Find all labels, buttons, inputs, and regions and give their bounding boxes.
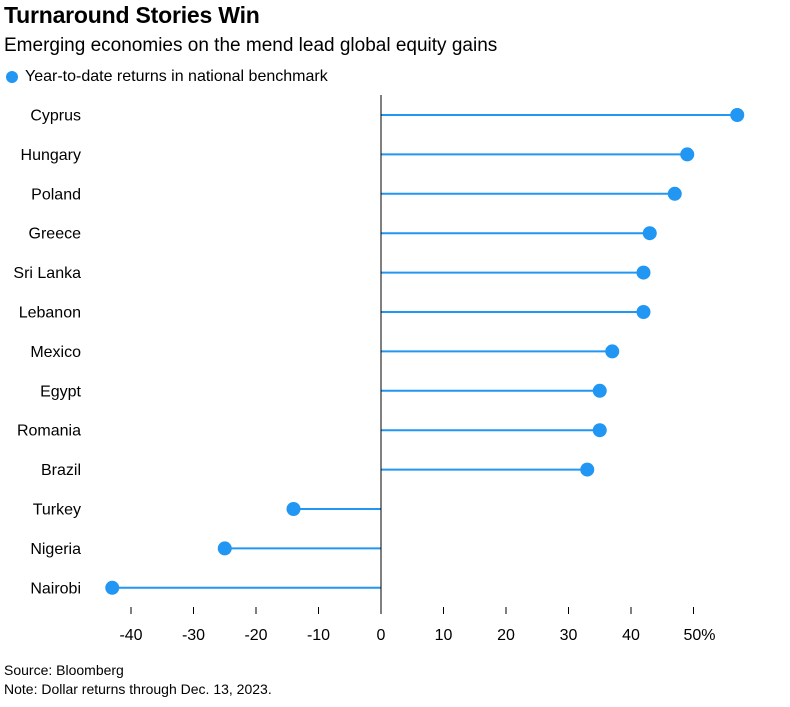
chart-title: Turnaround Stories Win (4, 2, 260, 28)
category-label: Cyprus (30, 108, 81, 125)
source-note: Source: Bloomberg (4, 662, 124, 678)
lollipop-point (680, 147, 695, 162)
lollipop-point (667, 186, 682, 201)
category-label: Nairobi (30, 580, 81, 597)
lollipop-point (605, 344, 620, 359)
category-label: Poland (31, 186, 81, 203)
lollipop-point (636, 265, 651, 280)
lollipop-point (286, 502, 301, 516)
legend-marker (6, 71, 18, 83)
category-label: Hungary (21, 147, 81, 164)
x-tick-label: -40 (119, 627, 142, 644)
x-tick-label: 20 (497, 627, 515, 644)
lollipop-point (105, 580, 120, 595)
category-label: Sri Lanka (13, 265, 81, 282)
x-tick-label: -10 (307, 627, 330, 644)
lollipop-point (592, 423, 607, 438)
lollipop-point (592, 383, 607, 398)
lollipop-point (580, 462, 595, 477)
legend-label: Year-to-date returns in national benchma… (25, 68, 328, 85)
footnote: Note: Dollar returns through Dec. 13, 20… (4, 681, 272, 697)
legend: Year-to-date returns in national benchma… (6, 68, 328, 86)
lollipop-point (636, 305, 651, 319)
x-tick-label: 50% (684, 627, 716, 644)
category-label: Brazil (41, 462, 81, 479)
chart-subtitle: Emerging economies on the mend lead glob… (4, 35, 498, 56)
lollipop-point (730, 108, 745, 122)
category-label: Turkey (33, 502, 81, 519)
category-label: Romania (17, 423, 81, 440)
lollipop-chart: Cyprus Hungary Poland Greece Sri Lanka Lebano… (13, 95, 745, 644)
lollipop-point (217, 541, 232, 556)
x-tick-label: -20 (244, 627, 267, 644)
category-label: Mexico (30, 344, 81, 361)
x-tick-label: 10 (435, 627, 453, 644)
x-tick-label: 40 (622, 627, 640, 644)
category-label: Lebanon (19, 305, 81, 322)
lollipop-point (642, 226, 657, 241)
x-tick-label: 30 (560, 627, 578, 644)
x-tick-label: 0 (377, 627, 386, 644)
category-label: Greece (29, 226, 82, 243)
category-label: Egypt (40, 383, 81, 400)
category-label: Nigeria (30, 541, 81, 558)
x-tick-label: -30 (182, 627, 205, 644)
